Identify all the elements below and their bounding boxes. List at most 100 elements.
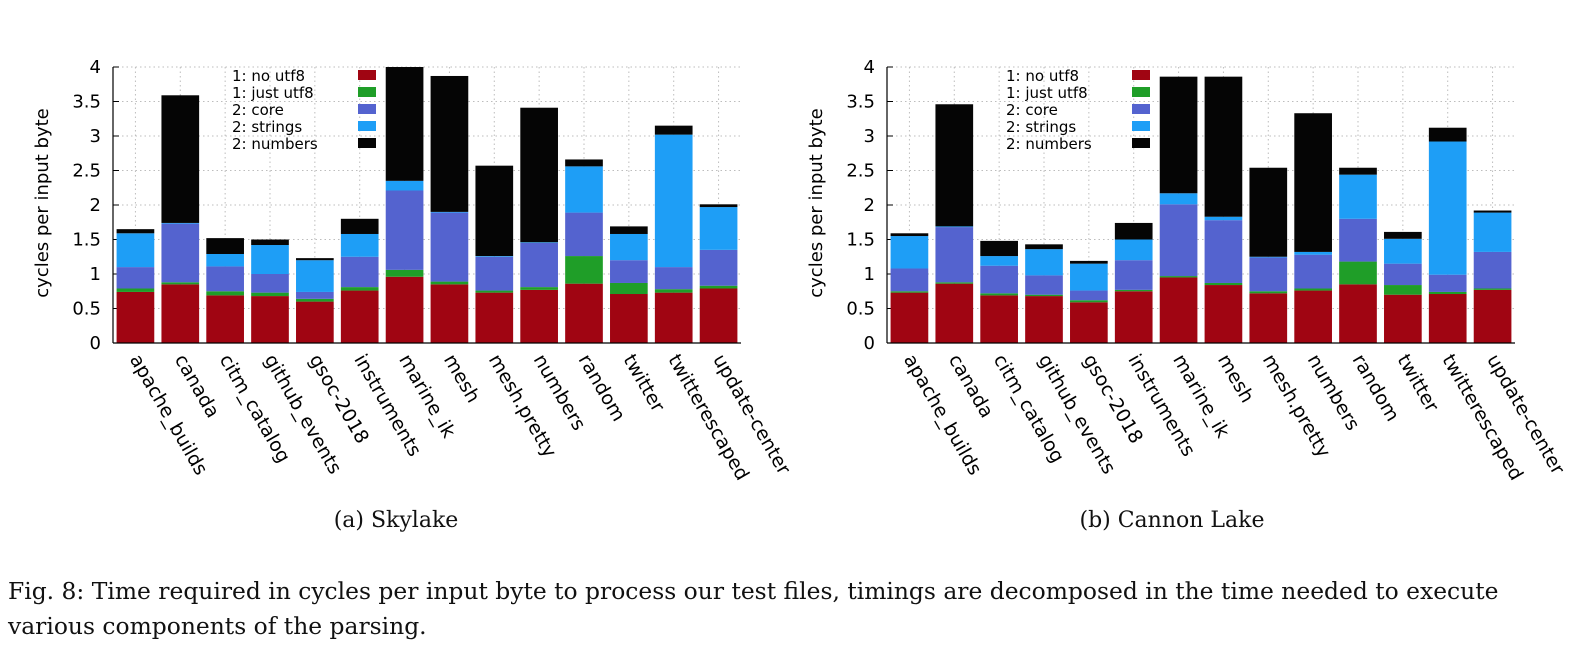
- bar-segment: [206, 253, 244, 267]
- subcaption-cannon-lake: (b) Cannon Lake: [1079, 508, 1265, 533]
- bar-segment: [1249, 293, 1288, 343]
- legend-label: 1: no utf8: [232, 67, 305, 85]
- bar-segment: [1384, 294, 1422, 343]
- bar-segment: [610, 226, 648, 234]
- bar-segment: [1473, 212, 1512, 252]
- bar-segment: [385, 67, 424, 181]
- bar-segment: [1473, 288, 1512, 290]
- bar-segment: [1473, 210, 1512, 213]
- legend-label: 1: just utf8: [232, 84, 314, 102]
- legend-label: 2: strings: [232, 118, 302, 136]
- bar-segment: [1114, 260, 1153, 290]
- bar-segment: [161, 282, 200, 285]
- bar-segment: [610, 260, 648, 283]
- bar-segment: [610, 294, 648, 343]
- legend-swatch: [358, 70, 376, 80]
- bar-segment: [520, 242, 558, 243]
- y-tick-label: 2: [90, 195, 101, 216]
- bar-segment: [1339, 284, 1377, 343]
- bar-segment: [980, 293, 1018, 296]
- bar-segment: [1249, 257, 1288, 292]
- bar-segment: [1159, 76, 1198, 194]
- bar-segment: [1339, 218, 1377, 262]
- bar-segment: [1428, 127, 1467, 142]
- bar-segment: [161, 223, 200, 283]
- bar-segment: [1204, 76, 1243, 217]
- bar-segment: [1114, 289, 1153, 292]
- bar-segment: [980, 265, 1018, 294]
- bar-segment: [935, 283, 974, 343]
- bar-segment: [161, 222, 200, 224]
- bar-segment: [890, 292, 929, 343]
- bar-segment: [251, 245, 289, 274]
- bar-segment: [520, 289, 558, 343]
- bar-segment: [1070, 260, 1108, 264]
- legend-label: 2: core: [1006, 101, 1058, 119]
- bar-segment: [565, 256, 603, 284]
- legend-swatch: [1132, 121, 1150, 131]
- y-tick-label: 3.5: [846, 92, 875, 113]
- bar-segment: [1294, 113, 1332, 252]
- bar-segment: [1428, 291, 1467, 295]
- y-tick-label: 0: [90, 333, 101, 354]
- bar-segment: [1070, 290, 1108, 301]
- bar-segment: [565, 166, 603, 213]
- bar-segment: [1204, 220, 1243, 283]
- bar-segment: [654, 292, 693, 343]
- bar-segment: [699, 249, 738, 286]
- bar-segment: [1384, 231, 1422, 239]
- chart-skylake: 00.511.522.533.54apache_buildscanadacitm…: [32, 57, 795, 484]
- legend-swatch: [1132, 70, 1150, 80]
- legend-swatch: [1132, 104, 1150, 114]
- bar-segment: [430, 75, 469, 212]
- bar-segment: [1294, 251, 1332, 255]
- bar-segment: [980, 240, 1018, 257]
- bar-segment: [385, 180, 424, 191]
- legend-swatch: [358, 121, 376, 131]
- bar-segment: [475, 290, 514, 293]
- bar-segment: [430, 284, 469, 343]
- bar-segment: [935, 282, 974, 284]
- legend-label: 2: numbers: [1006, 135, 1092, 153]
- y-tick-label: 1: [90, 264, 101, 285]
- bar-segment: [161, 95, 200, 223]
- bar-segment: [1294, 254, 1332, 289]
- bar-segment: [1070, 302, 1108, 343]
- bar-segment: [161, 284, 200, 343]
- legend-swatch: [358, 138, 376, 148]
- bar-segment: [1428, 274, 1467, 292]
- bar-segment: [980, 256, 1018, 266]
- y-axis-label: cycles per input byte: [806, 108, 827, 297]
- bar-segment: [116, 233, 155, 268]
- y-tick-label: 4: [864, 57, 875, 78]
- y-tick-label: 0.5: [846, 299, 875, 320]
- bar-segment: [385, 269, 424, 277]
- bar-segment: [1249, 291, 1288, 294]
- bar-segment: [565, 159, 603, 167]
- bar-segment: [565, 212, 603, 257]
- bar-segment: [1159, 277, 1198, 343]
- x-tick-label: twitter: [1393, 351, 1443, 416]
- x-tick-label: mesh: [439, 351, 484, 407]
- y-axis-label: cycles per input byte: [32, 108, 53, 297]
- bar-segment: [1025, 244, 1063, 250]
- bar-segment: [1339, 261, 1377, 285]
- bar-segment: [251, 296, 289, 343]
- bar-segment: [1025, 249, 1063, 276]
- bar-segment: [1159, 276, 1198, 278]
- bar-segment: [430, 211, 469, 213]
- bar-segment: [340, 218, 379, 234]
- bar-segment: [475, 256, 514, 291]
- bar-segment: [890, 233, 929, 237]
- bar-segment: [980, 295, 1018, 343]
- bar-segment: [520, 242, 558, 288]
- bar-segment: [1294, 288, 1332, 291]
- bar-segment: [1473, 289, 1512, 343]
- bar-segment: [340, 287, 379, 291]
- y-tick-label: 0: [864, 333, 875, 354]
- bar-segment: [340, 290, 379, 343]
- bar-segment: [935, 226, 974, 228]
- bar-segment: [699, 285, 738, 289]
